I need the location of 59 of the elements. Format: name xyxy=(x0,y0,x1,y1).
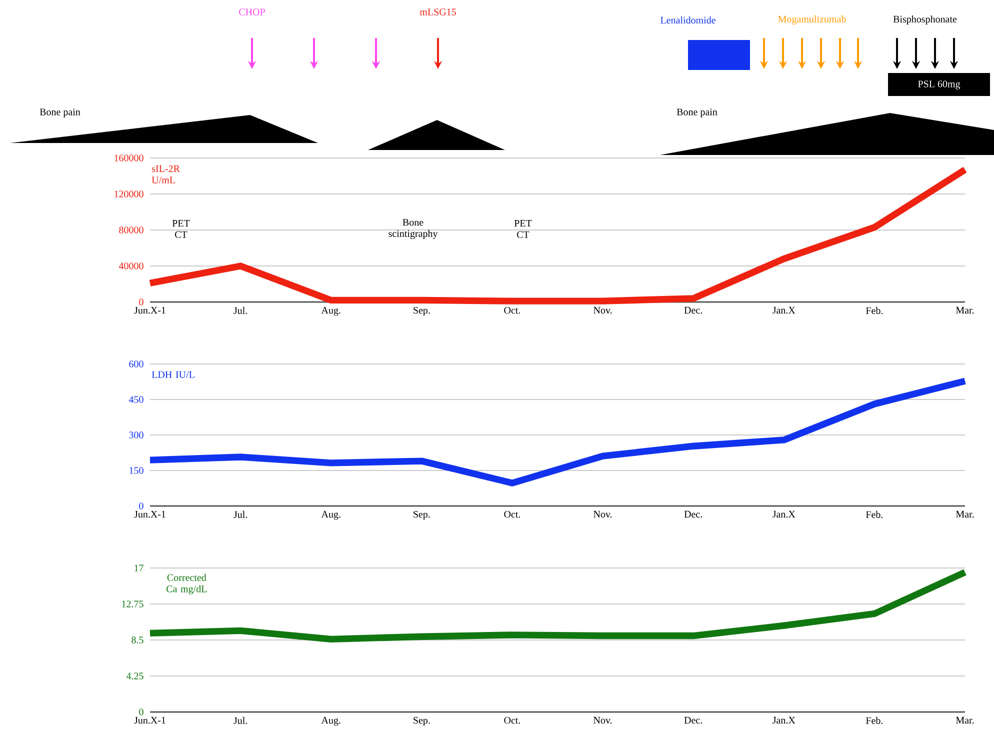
y-tick-label: 600 xyxy=(129,360,144,368)
x-tick-label: Jul. xyxy=(234,306,247,314)
y-tick-label: 40000 xyxy=(118,262,144,270)
x-tick-label: Dec. xyxy=(684,510,702,518)
x-tick-label: Feb. xyxy=(866,306,883,314)
text: Bone pain xyxy=(40,108,80,118)
y-tick-label: 300 xyxy=(129,432,144,438)
x-tick-label: Feb. xyxy=(866,510,883,518)
y-tick-label: 160000 xyxy=(114,154,144,162)
y-tick-label: 0 xyxy=(139,502,144,510)
text: CHOP xyxy=(239,8,265,16)
x-tick-label: Sep. xyxy=(414,306,430,316)
x-tick-label: Dec. xyxy=(684,716,702,724)
text: Bisphosphonate xyxy=(893,15,957,25)
y-tick-label: 0 xyxy=(139,708,144,716)
x-tick-label: Jun.X-1 xyxy=(134,306,166,314)
x-tick-label: Jul. xyxy=(234,510,247,518)
x-tick-label: Aug. xyxy=(321,510,340,520)
x-tick-label: Nov. xyxy=(594,306,612,314)
x-tick-label: Oct. xyxy=(504,510,520,518)
x-tick-label: Mar. xyxy=(956,510,974,518)
y-tick-label: 0 xyxy=(139,298,144,306)
x-tick-label: Jun.X-1 xyxy=(134,716,166,724)
text: mLSG15 xyxy=(420,8,456,16)
text: PSL 60mg xyxy=(918,80,960,90)
x-tick-label: Jul. xyxy=(234,716,247,724)
x-tick-label: Jan.X xyxy=(772,510,796,518)
x-tick-label: Nov. xyxy=(594,716,612,724)
y-tick-label: 8.5 xyxy=(132,636,144,644)
y-tick-label: 120000 xyxy=(114,190,144,198)
x-tick-label: Jun.X-1 xyxy=(134,510,166,518)
y-axis-title: Corrected Ca mg/dL xyxy=(166,574,207,594)
x-tick-label: Sep. xyxy=(414,716,430,726)
x-tick-label: Jan.X xyxy=(772,716,796,724)
y-axis-title: LDH IU/L xyxy=(152,371,194,378)
y-tick-label: 450 xyxy=(128,396,144,403)
text: Bone pain xyxy=(676,108,718,118)
y-axis-title: sIL-2R U/mL xyxy=(152,165,180,184)
x-tick-label: Jan.X xyxy=(772,306,796,314)
y-tick-label: 17 xyxy=(134,564,144,572)
x-tick-label: Dec. xyxy=(684,306,702,314)
annotation: PET CT xyxy=(172,220,190,238)
x-tick-label: Oct. xyxy=(504,716,520,724)
x-tick-label: Mar. xyxy=(956,716,974,724)
x-tick-label: Oct. xyxy=(504,306,520,314)
x-tick-label: Nov. xyxy=(594,510,612,518)
y-tick-label: 4.25 xyxy=(126,672,144,680)
y-tick-label: 150 xyxy=(130,467,144,474)
x-tick-label: Sep. xyxy=(414,510,430,520)
y-tick-label: 80000 xyxy=(119,226,144,234)
text: Mogamulizumab xyxy=(778,15,846,25)
annotation: Bone scintigraphy xyxy=(388,218,438,240)
x-tick-label: Mar. xyxy=(956,306,974,314)
text: Lenalidomide xyxy=(660,16,716,24)
x-tick-label: Aug. xyxy=(321,716,340,726)
x-tick-label: Feb. xyxy=(866,716,883,724)
x-tick-label: Aug. xyxy=(321,306,340,316)
y-tick-label: 12.75 xyxy=(122,600,144,608)
annotation: PET CT xyxy=(514,220,532,238)
